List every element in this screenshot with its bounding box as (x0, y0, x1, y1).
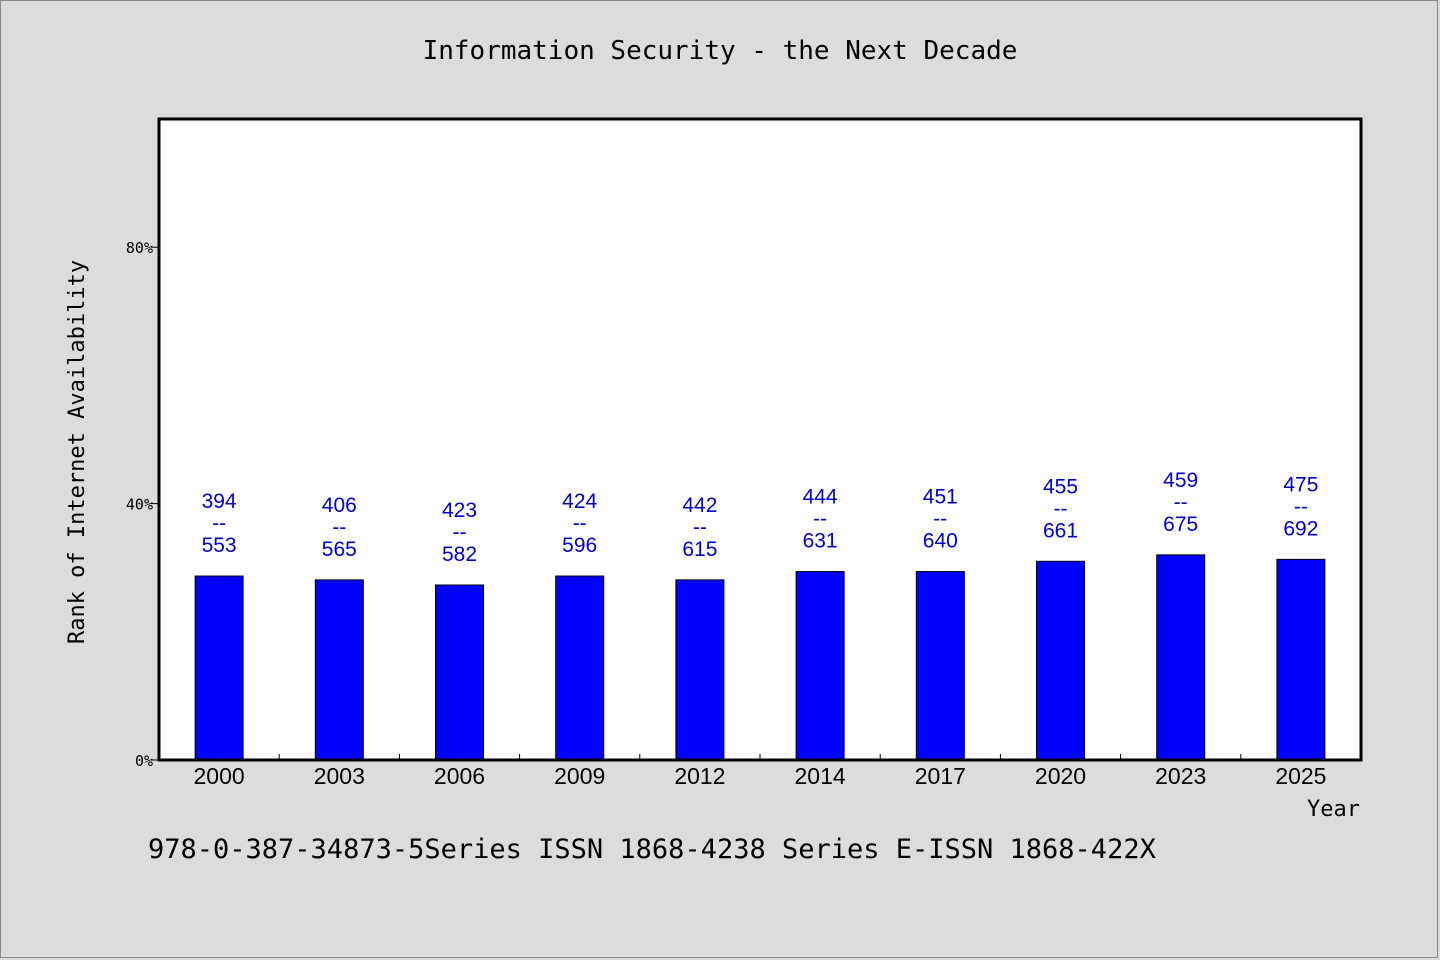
x-tick-label: 2006 (434, 763, 485, 789)
bar-label-bottom: 661 (1043, 519, 1078, 542)
bar-label-top: 444 (803, 486, 838, 509)
bar-2023 (1156, 554, 1206, 761)
bar-label-top: 459 (1163, 469, 1198, 492)
bar-label-sep: -- (332, 516, 346, 539)
bar-2014 (795, 571, 845, 761)
bar-label-sep: -- (813, 508, 827, 531)
plot-border (157, 117, 1363, 762)
bar-2009 (555, 575, 605, 761)
x-tick-label: 2023 (1155, 763, 1206, 789)
y-tick-label: 40% (126, 496, 153, 514)
x-tick-label: 2009 (554, 763, 605, 789)
bars-layer (194, 554, 1326, 761)
bar-label-top: 442 (682, 494, 717, 517)
y-tick-label: 80% (126, 239, 153, 257)
x-tick-label: 2003 (314, 763, 365, 789)
bar-labels-layer: 394--553406--565423--582424--596442--615… (202, 469, 1319, 566)
y-axis-label: Rank of Internet Availability (65, 260, 90, 644)
bar-label-top: 406 (322, 494, 357, 517)
bar-label-sep: -- (212, 512, 226, 535)
bar-label-sep: -- (693, 516, 707, 539)
chart-title: Information Security - the Next Decade (422, 36, 1018, 66)
bar-label-sep: -- (453, 521, 467, 544)
bar-label-sep: -- (1174, 491, 1188, 514)
x-tick-label: 2014 (795, 763, 846, 789)
x-tick-label: 2025 (1275, 763, 1326, 789)
bar-label-sep: -- (1054, 497, 1068, 520)
x-axis-label: Year (1307, 797, 1360, 822)
bar-label-top: 424 (562, 490, 597, 513)
bar-2006 (435, 584, 484, 761)
bar-label-top: 475 (1283, 473, 1318, 496)
bar-label-top: 394 (202, 490, 237, 513)
bar-label-sep: -- (933, 508, 947, 531)
x-tick-label: 2020 (1035, 763, 1086, 789)
bar-2020 (1036, 560, 1085, 761)
bar-label-bottom: 582 (442, 543, 477, 566)
bar-2003 (314, 579, 364, 761)
bar-label-bottom: 631 (803, 530, 838, 553)
x-tick-label: 2012 (674, 763, 725, 789)
x-tick-label: 2017 (915, 763, 966, 789)
bar-label-bottom: 675 (1163, 513, 1198, 536)
bar-label-bottom: 615 (682, 538, 717, 561)
y-axis: 0% 40% 80% (126, 239, 159, 770)
bar-label-bottom: 640 (923, 530, 958, 553)
footer-isbn-note: 978-0-387-34873-5Series ISSN 1868-4238 S… (148, 834, 1156, 865)
bar-2012 (675, 579, 725, 761)
bar-label-bottom: 565 (322, 538, 357, 561)
bar-label-sep: -- (573, 512, 587, 535)
bar-label-top: 423 (442, 499, 477, 522)
bar-label-top: 451 (923, 486, 958, 509)
bar-label-bottom: 692 (1283, 517, 1318, 540)
x-tick-label: 2000 (194, 763, 245, 789)
bar-label-sep: -- (1294, 495, 1308, 518)
bar-2000 (194, 575, 244, 761)
bar-2017 (915, 571, 965, 761)
bar-2025 (1276, 558, 1326, 761)
bar-label-bottom: 553 (202, 534, 237, 557)
bar-label-top: 455 (1043, 475, 1078, 498)
bar-label-bottom: 596 (562, 534, 597, 557)
y-tick-label: 0% (135, 752, 153, 770)
